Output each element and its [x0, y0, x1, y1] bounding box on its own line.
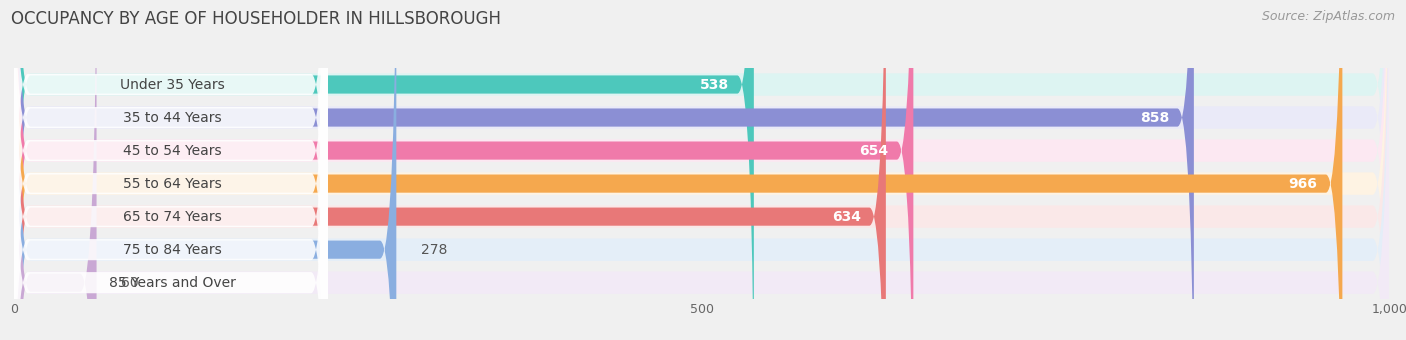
FancyBboxPatch shape: [11, 0, 328, 340]
FancyBboxPatch shape: [11, 0, 328, 340]
Text: Source: ZipAtlas.com: Source: ZipAtlas.com: [1261, 10, 1395, 23]
FancyBboxPatch shape: [14, 0, 1389, 340]
FancyBboxPatch shape: [14, 0, 1389, 340]
Text: OCCUPANCY BY AGE OF HOUSEHOLDER IN HILLSBOROUGH: OCCUPANCY BY AGE OF HOUSEHOLDER IN HILLS…: [11, 10, 502, 28]
FancyBboxPatch shape: [14, 0, 1389, 340]
FancyBboxPatch shape: [14, 0, 97, 340]
FancyBboxPatch shape: [14, 0, 1389, 340]
FancyBboxPatch shape: [11, 0, 328, 340]
Text: 538: 538: [700, 78, 730, 91]
FancyBboxPatch shape: [14, 0, 1389, 340]
FancyBboxPatch shape: [11, 0, 328, 340]
FancyBboxPatch shape: [14, 0, 1389, 340]
Text: 35 to 44 Years: 35 to 44 Years: [122, 110, 222, 124]
Text: 654: 654: [859, 143, 889, 157]
Text: 75 to 84 Years: 75 to 84 Years: [122, 243, 222, 257]
Text: 60: 60: [121, 276, 139, 290]
FancyBboxPatch shape: [11, 0, 328, 340]
Text: 65 to 74 Years: 65 to 74 Years: [122, 210, 222, 224]
FancyBboxPatch shape: [14, 0, 754, 340]
Text: 966: 966: [1289, 176, 1317, 191]
FancyBboxPatch shape: [14, 0, 396, 340]
FancyBboxPatch shape: [11, 0, 328, 340]
Text: 45 to 54 Years: 45 to 54 Years: [122, 143, 222, 157]
FancyBboxPatch shape: [14, 0, 1389, 340]
FancyBboxPatch shape: [11, 0, 328, 340]
Text: 55 to 64 Years: 55 to 64 Years: [122, 176, 222, 191]
FancyBboxPatch shape: [14, 0, 1194, 340]
Text: Under 35 Years: Under 35 Years: [120, 78, 225, 91]
Text: 278: 278: [420, 243, 447, 257]
Text: 858: 858: [1140, 110, 1170, 124]
Text: 634: 634: [832, 210, 860, 224]
FancyBboxPatch shape: [14, 0, 1343, 340]
FancyBboxPatch shape: [14, 0, 886, 340]
Text: 85 Years and Over: 85 Years and Over: [108, 276, 236, 290]
FancyBboxPatch shape: [14, 0, 914, 340]
